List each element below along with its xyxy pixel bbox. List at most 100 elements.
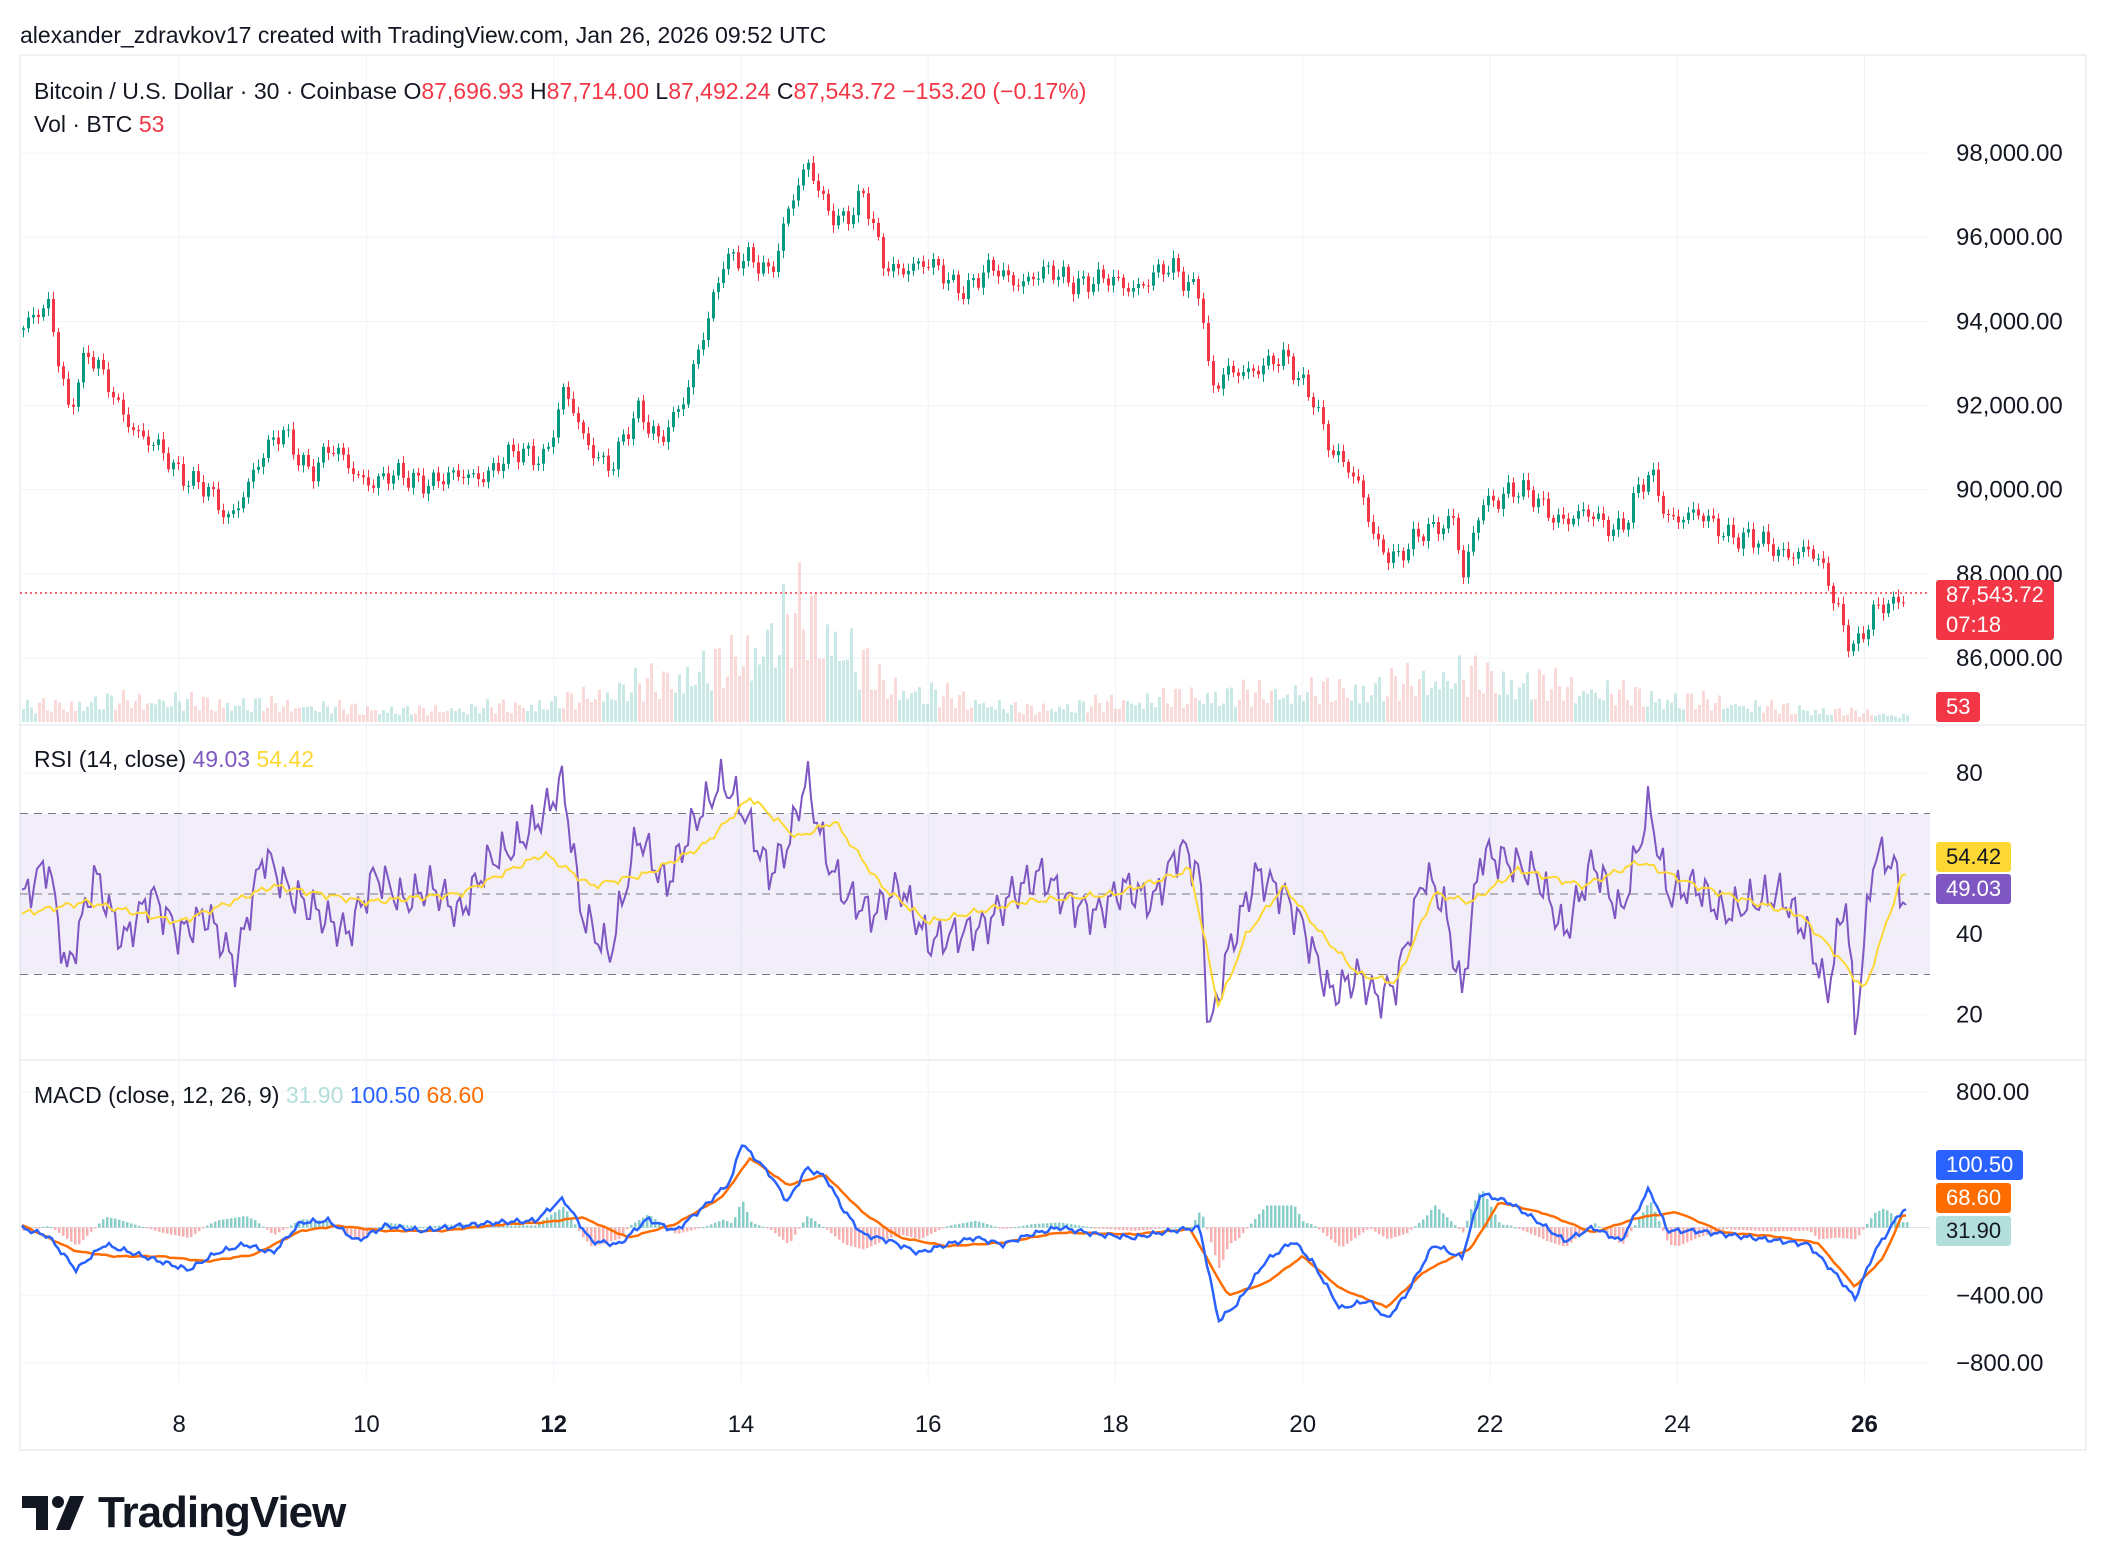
macd-histogram-bar bbox=[854, 1227, 857, 1248]
macd-histogram-bar bbox=[1194, 1220, 1197, 1228]
candle-body bbox=[1777, 549, 1780, 557]
macd-histogram-bar bbox=[1322, 1227, 1325, 1233]
macd-histogram-bar bbox=[734, 1217, 737, 1228]
rsi-header: RSI (14, close) 49.03 54.42 bbox=[34, 746, 314, 773]
candle-body bbox=[1752, 529, 1755, 548]
candle-body bbox=[577, 413, 580, 423]
macd-histogram-bar bbox=[1674, 1227, 1677, 1246]
candle-body bbox=[1832, 585, 1835, 604]
macd-histogram-bar bbox=[1850, 1227, 1853, 1239]
volume-bar bbox=[1042, 703, 1045, 722]
candle-body bbox=[1862, 633, 1865, 640]
volume-bar bbox=[954, 708, 957, 722]
macd-histogram-bar bbox=[534, 1225, 537, 1228]
volume-bar bbox=[302, 707, 305, 722]
candle-body bbox=[1697, 509, 1700, 516]
candle-body bbox=[1747, 529, 1750, 533]
macd-histogram-bar bbox=[1350, 1227, 1353, 1241]
volume-bar bbox=[1338, 678, 1341, 722]
volume-bar bbox=[1634, 686, 1637, 722]
volume-bar bbox=[1670, 702, 1673, 722]
candle-body bbox=[27, 317, 30, 329]
volume-bar bbox=[514, 702, 517, 722]
volume-bar bbox=[1054, 711, 1057, 722]
candle-body bbox=[62, 366, 65, 379]
low-prefix: L bbox=[655, 78, 669, 104]
symbol-label[interactable]: Bitcoin / U.S. Dollar · 30 · Coinbase bbox=[34, 78, 398, 104]
volume-bar bbox=[658, 698, 661, 722]
candle-body bbox=[1142, 284, 1145, 286]
candle-body bbox=[87, 352, 90, 357]
candle-body bbox=[1012, 275, 1015, 286]
candle-body bbox=[872, 218, 875, 223]
candle-body bbox=[1522, 480, 1525, 497]
volume-bar bbox=[378, 714, 381, 722]
volume-bar bbox=[1254, 692, 1257, 722]
volume-bar bbox=[1190, 687, 1193, 722]
macd-histogram-bar bbox=[1902, 1222, 1905, 1228]
candle-body bbox=[1622, 518, 1625, 530]
volume-bar bbox=[1626, 700, 1629, 722]
volume-bar bbox=[1762, 712, 1765, 722]
candle-body bbox=[72, 404, 75, 407]
macd-histogram-bar bbox=[1450, 1221, 1453, 1228]
volume-bar bbox=[1730, 704, 1733, 722]
macd-histogram-bar bbox=[1170, 1227, 1173, 1229]
macd-histogram-bar bbox=[1386, 1227, 1389, 1239]
candle-body bbox=[77, 382, 80, 407]
candle-body bbox=[152, 444, 155, 446]
macd-histogram-bar bbox=[770, 1227, 773, 1230]
volume-bar bbox=[1450, 688, 1453, 722]
macd-histogram-bar bbox=[358, 1227, 361, 1241]
macd-histogram-bar bbox=[1742, 1227, 1745, 1231]
candle-body bbox=[1152, 272, 1155, 286]
signal-tag: 68.60 bbox=[1936, 1183, 2012, 1213]
candle-body bbox=[767, 262, 770, 267]
rsi-label[interactable]: RSI (14, close) bbox=[34, 746, 187, 772]
volume-bar bbox=[918, 687, 921, 722]
volume-bar bbox=[334, 706, 337, 722]
candle-body bbox=[1002, 270, 1005, 277]
candle-body bbox=[1422, 536, 1425, 542]
macd-histogram-bar bbox=[1270, 1205, 1273, 1228]
macd-histogram-bar bbox=[1434, 1205, 1437, 1228]
candle-body bbox=[1107, 278, 1110, 286]
volume-bar bbox=[870, 689, 873, 722]
candle-body bbox=[1462, 550, 1465, 578]
candle-body bbox=[1722, 536, 1725, 538]
macd-histogram-bar bbox=[798, 1227, 801, 1229]
candle-body bbox=[1067, 266, 1070, 283]
candle-body bbox=[1052, 265, 1055, 280]
macd-histogram-bar bbox=[142, 1227, 145, 1229]
candle-body bbox=[1412, 528, 1415, 550]
macd-label[interactable]: MACD (close, 12, 26, 9) bbox=[34, 1082, 280, 1108]
volume-bar bbox=[622, 684, 625, 722]
tradingview-logo[interactable]: TradingView bbox=[22, 1488, 346, 1538]
volume-label[interactable]: Vol · BTC bbox=[34, 111, 133, 137]
macd-histogram-bar bbox=[630, 1224, 633, 1228]
volume-bar bbox=[326, 706, 329, 722]
candle-body bbox=[52, 298, 55, 333]
volume-bar bbox=[1750, 712, 1753, 722]
volume-bar bbox=[630, 692, 633, 722]
candle-body bbox=[1827, 562, 1830, 586]
candle-body bbox=[942, 265, 945, 284]
volume-bar bbox=[1134, 705, 1137, 722]
candle-body bbox=[1437, 522, 1440, 535]
macd-histogram-bar bbox=[1614, 1227, 1617, 1240]
macd-histogram-bar bbox=[1870, 1218, 1873, 1228]
candle-body bbox=[747, 247, 750, 262]
volume-bar bbox=[1554, 667, 1557, 722]
volume-bar bbox=[318, 712, 321, 722]
macd-histogram-bar bbox=[1130, 1227, 1133, 1231]
macd-histogram-bar bbox=[434, 1225, 437, 1228]
volume-bar bbox=[1262, 699, 1265, 722]
volume-bar bbox=[1102, 711, 1105, 722]
candle-body bbox=[887, 268, 890, 272]
macd-histogram-bar bbox=[438, 1225, 441, 1228]
volume-bar bbox=[1570, 677, 1573, 722]
macd-tick-label: −800.00 bbox=[1956, 1350, 2043, 1377]
macd-histogram-bar bbox=[954, 1224, 957, 1228]
candle-body bbox=[222, 510, 225, 518]
